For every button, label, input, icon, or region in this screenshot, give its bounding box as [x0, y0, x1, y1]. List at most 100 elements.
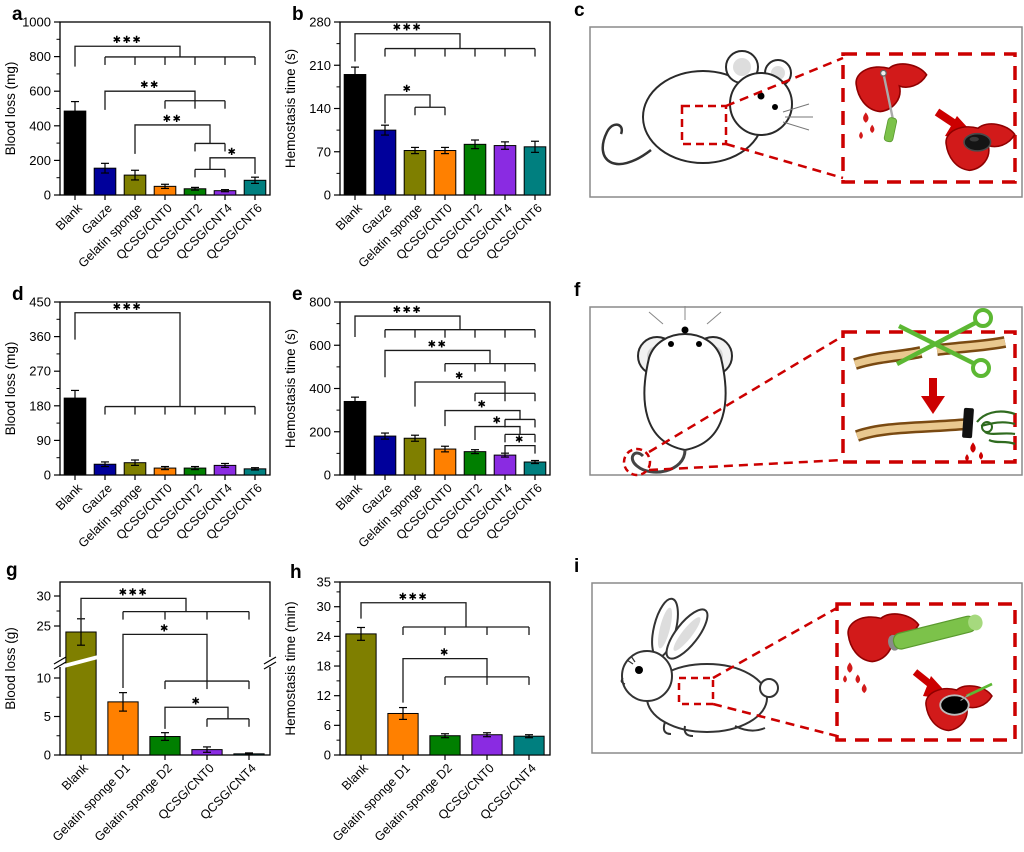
- scissors-icon: [895, 308, 993, 378]
- y-tick-label: 140: [309, 101, 331, 116]
- significance-bracket: [414, 381, 506, 407]
- bar-QCSG/CNT0: [433, 448, 457, 476]
- y-axis-label: Blood loss (mg): [3, 342, 18, 436]
- rabbit-head: [621, 650, 673, 702]
- y-tick-label: 600: [309, 338, 331, 353]
- significance-stars: ✱: [515, 435, 525, 446]
- zoom-connector-line: [725, 56, 844, 108]
- sponge-disc-icon: [963, 132, 992, 152]
- x-tick-label: Gelatin sponge D1: [50, 761, 133, 844]
- chart-hemostasis-time-mouse-liver: Hemostasis time (s)070140210280BlankGauz…: [283, 15, 551, 270]
- significance-bracket: [104, 90, 196, 110]
- significance-bracket: [402, 657, 488, 703]
- axis-break-mark: [53, 661, 67, 670]
- y-tick-label: 200: [309, 424, 331, 439]
- significance-stars: ✱: [403, 84, 413, 95]
- bar-Blank: [65, 631, 97, 756]
- plot-frame: [59, 301, 271, 476]
- mouse-nose: [681, 326, 689, 334]
- blood-drop-icon: [863, 112, 869, 123]
- y-tick-label: 600: [29, 84, 51, 99]
- tail-with-sponge-band-icon: [854, 407, 1016, 462]
- syringe-icon: [965, 682, 993, 698]
- rabbit-legs: [662, 721, 766, 737]
- y-tick-label: 400: [29, 118, 51, 133]
- bar-QCSG/CNT4: [493, 454, 517, 476]
- significance-stars: ✱: [192, 696, 202, 707]
- blood-drop-icon: [970, 442, 976, 453]
- significance-bracket: [360, 602, 467, 627]
- zoom-connector-line: [648, 458, 844, 472]
- hand-icon: [976, 410, 1016, 446]
- bar-Gelatin sponge: [403, 437, 427, 476]
- axis-break-mark: [263, 661, 277, 670]
- significance-bracket: [354, 315, 461, 338]
- zoom-connector-line: [712, 702, 838, 738]
- tail-cut-icon: [853, 308, 1007, 378]
- significance-stars: ✱✱✱: [113, 302, 143, 313]
- blood-drop-icon: [861, 683, 867, 694]
- needle-icon: [882, 72, 895, 120]
- mouse-whiskers: [782, 103, 813, 131]
- y-tick-label: 400: [309, 381, 331, 396]
- bar-Gauze: [373, 435, 397, 476]
- x-tick-label: Gelatin sponge D1: [330, 761, 413, 844]
- rabbit-eye: [635, 666, 643, 674]
- x-tick-label: Gelatin sponge D2: [372, 761, 455, 844]
- y-tick-label: 30: [37, 589, 51, 604]
- bar-Gelatin sponge: [403, 150, 427, 196]
- y-tick-label: 450: [29, 295, 51, 310]
- significance-bracket: [74, 45, 181, 67]
- significance-bracket: [354, 33, 461, 62]
- mouse-whiskers: [648, 306, 722, 325]
- y-tick-label: 6: [324, 718, 331, 733]
- significance-bracket: [444, 409, 521, 427]
- bar-QCSG/CNT2: [463, 143, 487, 196]
- needle-handle: [883, 117, 898, 143]
- red-arrow-icon: [921, 378, 945, 414]
- chart-blood-loss-mouse-liver: Blood loss (mg)02004006008001000BlankGau…: [3, 15, 271, 270]
- bar-QCSG/CNT4: [493, 145, 517, 196]
- significance-stars: ✱✱✱: [119, 587, 149, 598]
- significance-bracket: [164, 706, 229, 729]
- y-tick-label: 30: [317, 599, 331, 614]
- mouse-icon: [630, 306, 733, 474]
- liver-bleeding-icon: [843, 613, 983, 694]
- significance-bracket: [80, 597, 187, 619]
- y-tick-label: 18: [317, 659, 331, 674]
- chart-hemostasis-time-mouse-tail: Hemostasis time (s)0200400600800BlankGau…: [283, 295, 551, 550]
- y-tick-label: 0: [44, 468, 51, 483]
- significance-stars: ✱: [228, 147, 238, 158]
- bar-QCSG/CNT0: [471, 734, 503, 756]
- y-tick-label: 1000: [22, 15, 51, 30]
- y-axis-label: Hemostasis time (min): [283, 601, 298, 735]
- sponge-band-icon: [962, 407, 974, 439]
- panel-letter-c: c: [574, 0, 585, 21]
- y-tick-label: 360: [29, 329, 51, 344]
- panel-letter-d: d: [12, 284, 24, 305]
- rabbit-icon: [620, 597, 779, 737]
- y-tick-label: 800: [309, 295, 331, 310]
- bar-QCSG/CNT4: [513, 735, 545, 756]
- axis-break-mark: [263, 656, 277, 665]
- y-axis-label: Hemostasis time (s): [283, 49, 298, 168]
- liver-bleeding-icon: [855, 63, 928, 143]
- blood-drop-icon: [855, 674, 861, 684]
- mouse-icon: [601, 50, 813, 166]
- significance-bracket: [134, 124, 211, 154]
- y-axis-label: Blood loss (g): [3, 627, 18, 710]
- mouse-eye: [757, 92, 765, 100]
- significance-stars: ✱: [478, 400, 488, 411]
- y-axis-label: Hemostasis time (s): [283, 329, 298, 448]
- x-tick-label: Blank: [59, 761, 92, 794]
- y-tick-label: 70: [317, 144, 331, 159]
- blood-drop-icon: [978, 451, 984, 460]
- significance-stars: ✱✱✱: [399, 592, 429, 603]
- y-tick-label: 270: [29, 364, 51, 379]
- mouse-tail: [601, 123, 652, 166]
- y-tick-label: 0: [324, 188, 331, 203]
- significance-stars: ✱: [160, 623, 170, 634]
- significance-stars: ✱✱: [140, 80, 160, 91]
- mouse-eye: [668, 341, 674, 347]
- x-tick-label: Blank: [339, 761, 372, 794]
